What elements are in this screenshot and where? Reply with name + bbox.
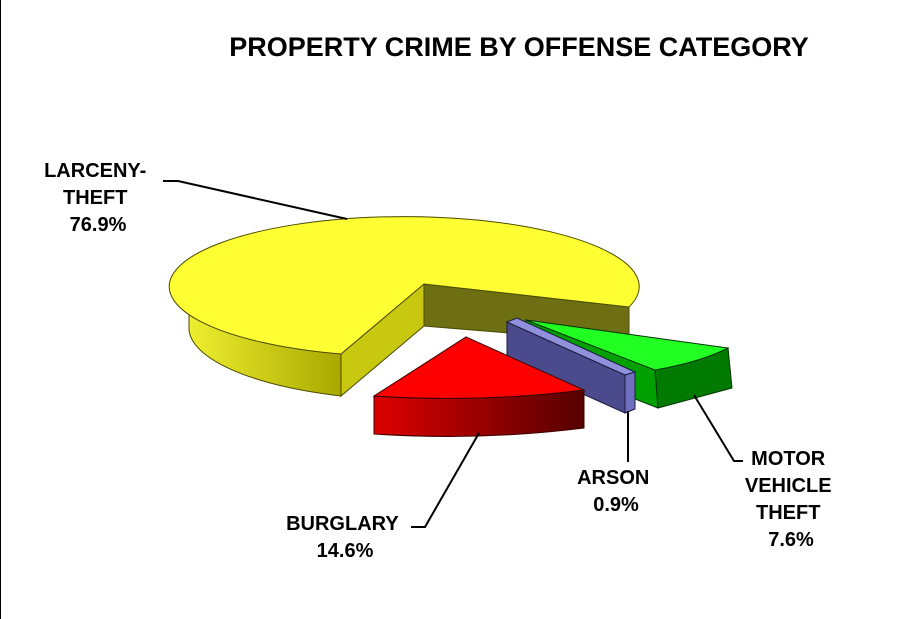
label-mvt-line1: MOTOR (751, 448, 826, 470)
label-larceny-theft: LARCENY- THEFT 76.9% (44, 160, 152, 236)
label-arson-value: 0.9% (593, 494, 639, 516)
label-mvt-line3: THEFT (756, 502, 820, 524)
label-burglary: BURGLARY 14.6% (286, 513, 404, 562)
leader-line-burglary (411, 432, 480, 528)
label-mvt-line2: VEHICLE (745, 475, 832, 497)
label-larceny-line1: LARCENY- (44, 160, 146, 182)
mvt-top (525, 319, 730, 371)
label-motor-vehicle-theft: MOTOR VEHICLE THEFT 7.6% (745, 448, 837, 551)
burglary-top (372, 336, 586, 399)
arson-end (624, 371, 636, 414)
label-burglary-line1: BURGLARY (286, 513, 399, 535)
label-larceny-line2: THEFT (63, 187, 127, 209)
slice-burglary (372, 336, 586, 437)
label-mvt-value: 7.6% (768, 529, 814, 551)
slice-larceny-theft (168, 216, 640, 398)
label-burglary-value: 14.6% (317, 540, 374, 562)
label-arson-line1: ARSON (577, 467, 649, 489)
larceny-top (168, 216, 640, 355)
chart-title: PROPERTY CRIME BY OFFENSE CATEGORY (229, 32, 809, 62)
slice-arson (505, 317, 637, 414)
leader-line-larceny-theft (163, 180, 348, 220)
label-larceny-value: 76.9% (70, 214, 127, 236)
leader-line-motor-vehicle-theft (693, 394, 743, 462)
label-arson: ARSON 0.9% (577, 467, 655, 516)
